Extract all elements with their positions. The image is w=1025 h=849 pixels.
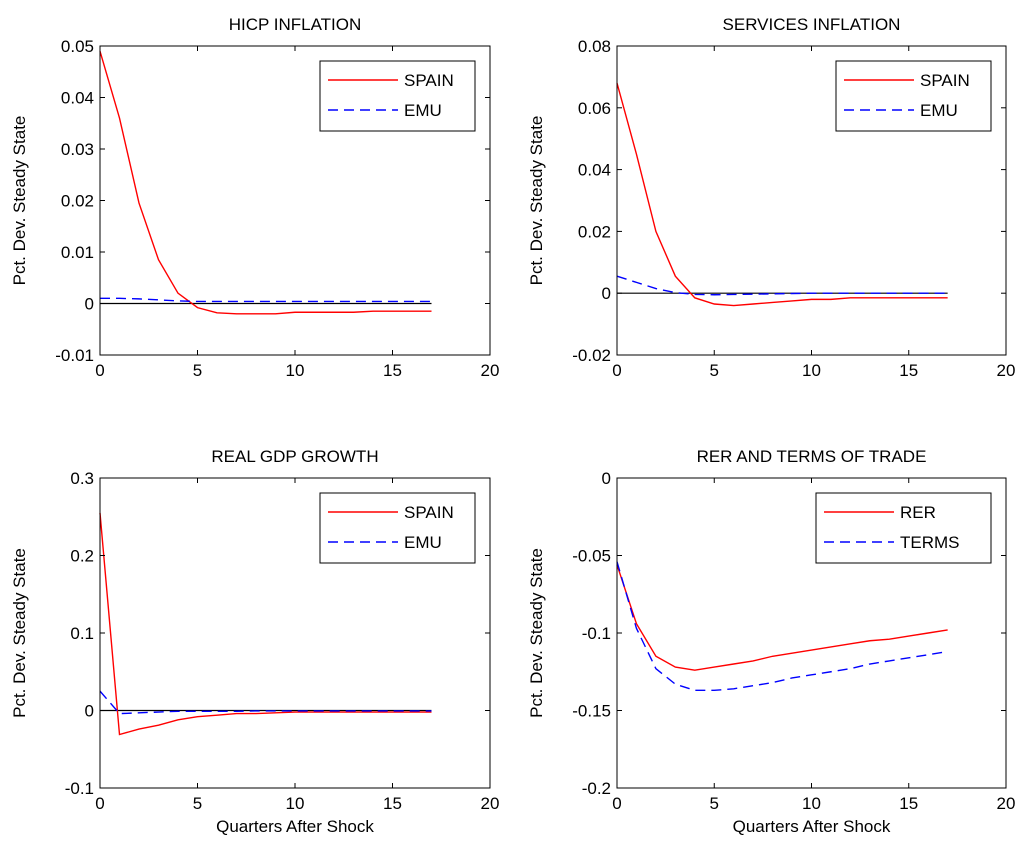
y-tick-label: 0 xyxy=(602,284,611,303)
y-tick-label: 0.05 xyxy=(61,37,94,56)
legend-label: EMU xyxy=(404,533,442,552)
y-tick-label: 0 xyxy=(85,295,94,314)
x-tick-label: 20 xyxy=(481,361,500,380)
y-tick-label: 0.3 xyxy=(70,469,94,488)
series-line-emu xyxy=(616,275,948,296)
legend-label: SPAIN xyxy=(920,71,970,90)
x-tick-label: 10 xyxy=(286,794,305,813)
y-tick-label: -0.1 xyxy=(65,779,94,798)
series-line-rer xyxy=(616,564,948,671)
x-tick-label: 10 xyxy=(286,361,305,380)
legend: SPAIN EMU xyxy=(835,60,992,132)
y-tick-label: 0.1 xyxy=(70,624,94,643)
y-tick-label: 0.01 xyxy=(61,243,94,262)
y-tick-label: -0.02 xyxy=(572,346,611,365)
y-tick-label: 0.02 xyxy=(61,192,94,211)
x-tick-label: 0 xyxy=(612,361,621,380)
y-tick-label: -0.15 xyxy=(572,702,611,721)
x-tick-label: 5 xyxy=(710,361,719,380)
legend-box xyxy=(319,60,476,132)
legend-label: EMU xyxy=(920,101,958,120)
legend: SPAIN EMU xyxy=(319,60,476,132)
x-axis-label: Quarters After Shock xyxy=(733,817,891,836)
x-tick-label: 5 xyxy=(710,794,719,813)
x-tick-label: 0 xyxy=(612,794,621,813)
legend-label: SPAIN xyxy=(404,503,454,522)
legend-box xyxy=(835,60,992,132)
y-axis-label: Pct. Dev. Steady State xyxy=(10,116,29,286)
x-tick-label: 10 xyxy=(802,794,821,813)
x-tick-label: 20 xyxy=(997,361,1016,380)
y-tick-label: -0.01 xyxy=(55,346,94,365)
legend-label: TERMS xyxy=(900,533,960,552)
legend-box xyxy=(815,492,992,564)
y-tick-label: 0.04 xyxy=(578,161,611,180)
legend-label: SPAIN xyxy=(404,71,454,90)
y-axis-label: Pct. Dev. Steady State xyxy=(10,548,29,718)
x-tick-label: 20 xyxy=(997,794,1016,813)
y-axis-label: Pct. Dev. Steady State xyxy=(527,116,546,286)
y-tick-label: 0.08 xyxy=(578,37,611,56)
y-tick-label: 0.03 xyxy=(61,140,94,159)
series-line-spain xyxy=(99,512,432,736)
x-tick-label: 5 xyxy=(193,794,202,813)
chart-title: HICP INFLATION xyxy=(229,15,362,34)
chart-title: SERVICES INFLATION xyxy=(723,15,901,34)
y-tick-label: 0.2 xyxy=(70,547,94,566)
y-tick-label: -0.05 xyxy=(572,547,611,566)
y-tick-label: -0.2 xyxy=(582,779,611,798)
x-tick-label: 5 xyxy=(193,361,202,380)
series-line-emu xyxy=(100,297,432,303)
y-axis-label: Pct. Dev. Steady State xyxy=(527,548,546,718)
x-tick-label: 15 xyxy=(383,361,402,380)
x-tick-label: 20 xyxy=(481,794,500,813)
legend: SPAIN EMU xyxy=(319,492,476,564)
y-tick-label: 0.04 xyxy=(61,89,94,108)
chart-title: RER AND TERMS OF TRADE xyxy=(697,447,927,466)
x-axis-label: Quarters After Shock xyxy=(216,817,374,836)
legend-label: RER xyxy=(900,503,936,522)
series-line-spain xyxy=(99,50,432,315)
legend: RER TERMS xyxy=(815,492,992,564)
x-tick-label: 10 xyxy=(802,361,821,380)
series-line-emu xyxy=(99,690,432,715)
x-tick-label: 0 xyxy=(95,361,104,380)
y-tick-label: 0 xyxy=(602,469,611,488)
x-tick-label: 15 xyxy=(899,361,918,380)
series-line-spain xyxy=(616,82,948,307)
chart-panel-4: RER AND TERMS OF TRADE 0 5 10 15 20 -0.2 -0.15 -… xyxy=(527,447,1015,836)
y-tick-label: 0 xyxy=(85,702,94,721)
y-tick-label: 0.06 xyxy=(578,99,611,118)
y-tick-label: -0.1 xyxy=(582,624,611,643)
legend-box xyxy=(319,492,476,564)
x-tick-label: 15 xyxy=(383,794,402,813)
x-tick-label: 0 xyxy=(95,794,104,813)
series-line-terms xyxy=(616,561,948,692)
chart-title: REAL GDP GROWTH xyxy=(211,447,378,466)
x-tick-label: 15 xyxy=(899,794,918,813)
y-tick-label: 0.02 xyxy=(578,222,611,241)
legend-label: EMU xyxy=(404,101,442,120)
